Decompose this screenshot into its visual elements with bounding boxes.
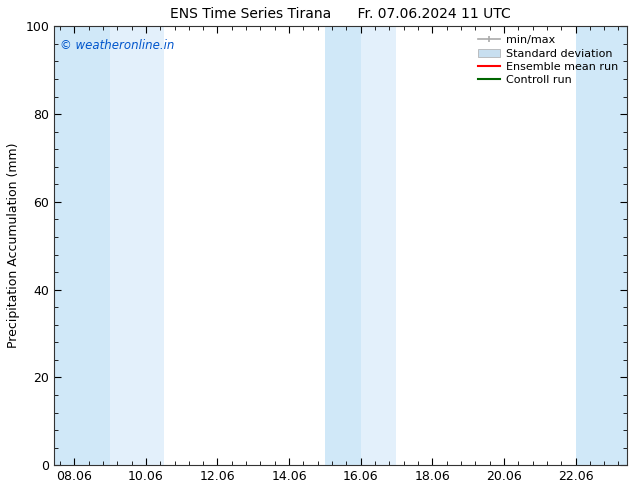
Bar xyxy=(325,26,361,465)
Bar xyxy=(55,26,110,465)
Y-axis label: Precipitation Accumulation (mm): Precipitation Accumulation (mm) xyxy=(7,143,20,348)
Text: © weatheronline.in: © weatheronline.in xyxy=(60,40,174,52)
Title: ENS Time Series Tirana      Fr. 07.06.2024 11 UTC: ENS Time Series Tirana Fr. 07.06.2024 11… xyxy=(171,7,511,21)
Bar xyxy=(110,26,164,465)
Legend: min/max, Standard deviation, Ensemble mean run, Controll run: min/max, Standard deviation, Ensemble me… xyxy=(475,32,621,89)
Bar xyxy=(576,26,627,465)
Bar xyxy=(361,26,396,465)
